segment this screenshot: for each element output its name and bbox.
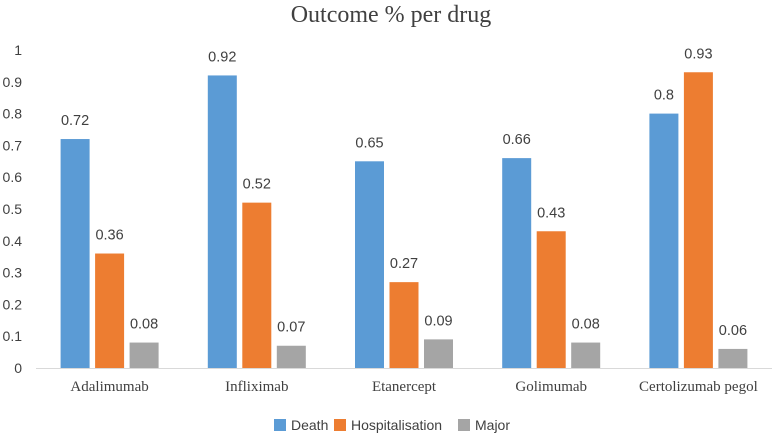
data-label: 0.07	[277, 320, 305, 336]
bar-major	[424, 339, 453, 368]
legend-swatch-major	[458, 419, 470, 431]
data-label: 0.43	[537, 205, 565, 221]
y-tick-label: 0.1	[3, 328, 23, 344]
bar-hospitalisation	[389, 282, 419, 368]
bar-death	[649, 113, 679, 368]
legend-label: Major	[475, 417, 510, 433]
data-label: 0.66	[503, 132, 531, 148]
y-tick-label: 0.4	[3, 233, 23, 249]
x-tick-label: Certolizumab pegol	[639, 379, 758, 395]
data-label: 0.93	[684, 46, 712, 62]
data-label: 0.52	[243, 177, 271, 193]
bar-death	[355, 161, 384, 368]
x-tick-label: Golimumab	[515, 379, 587, 395]
data-label: 0.08	[130, 317, 158, 333]
bar-major	[129, 342, 159, 368]
legend-label: Hospitalisation	[351, 417, 442, 433]
y-tick-label: 0.2	[3, 296, 23, 312]
data-label: 0.65	[355, 135, 383, 151]
legend-label: Death	[291, 417, 328, 433]
bar-death	[60, 139, 90, 368]
y-tick-label: 0.6	[3, 169, 23, 185]
data-label: 0.72	[61, 113, 89, 129]
bar-major	[571, 342, 601, 368]
chart-title: Outcome % per drug	[291, 2, 492, 28]
data-label: 0.36	[95, 228, 123, 244]
data-label: 0.8	[654, 88, 674, 104]
y-tick-label: 0.9	[3, 74, 23, 90]
y-tick-label: 0.5	[3, 201, 23, 217]
y-axis: 0 0.1 0.2 0.3 0.4 0.5 0.6 0.7 0.8 0.9 1	[3, 42, 23, 376]
x-tick-label: Adalimumab	[70, 379, 148, 395]
data-labels: 0.72 0.92 0.65 0.66 0.8 0.36 0.52 0.27 0.43 0.93 0…	[61, 46, 747, 339]
y-tick-label: 0.3	[3, 265, 23, 281]
data-label: 0.06	[719, 323, 747, 339]
bar-major	[718, 348, 748, 368]
bar-major	[276, 345, 306, 368]
y-tick-label: 1	[14, 42, 22, 58]
data-label: 0.92	[208, 49, 236, 65]
data-label: 0.27	[390, 256, 418, 272]
y-tick-label: 0	[14, 360, 22, 376]
y-tick-label: 0.7	[3, 137, 23, 153]
bar-death	[207, 75, 237, 368]
bar-hospitalisation	[242, 202, 272, 368]
x-axis: Adalimumab Infliximab Etanercept Golimumab C…	[36, 368, 772, 395]
data-label: 0.09	[424, 313, 452, 329]
data-label: 0.08	[572, 317, 600, 333]
legend-swatch-hospitalisation	[334, 419, 346, 431]
x-tick-label: Infliximab	[225, 379, 288, 395]
bars	[60, 72, 748, 368]
bar-hospitalisation	[536, 231, 566, 368]
y-tick-label: 0.8	[3, 106, 23, 122]
bar-hospitalisation	[683, 72, 713, 368]
bar-hospitalisation	[95, 253, 125, 368]
legend: Death Hospitalisation Major	[274, 417, 510, 433]
x-tick-label: Etanercept	[372, 379, 437, 395]
legend-swatch-death	[274, 419, 286, 431]
bar-death	[502, 158, 532, 368]
